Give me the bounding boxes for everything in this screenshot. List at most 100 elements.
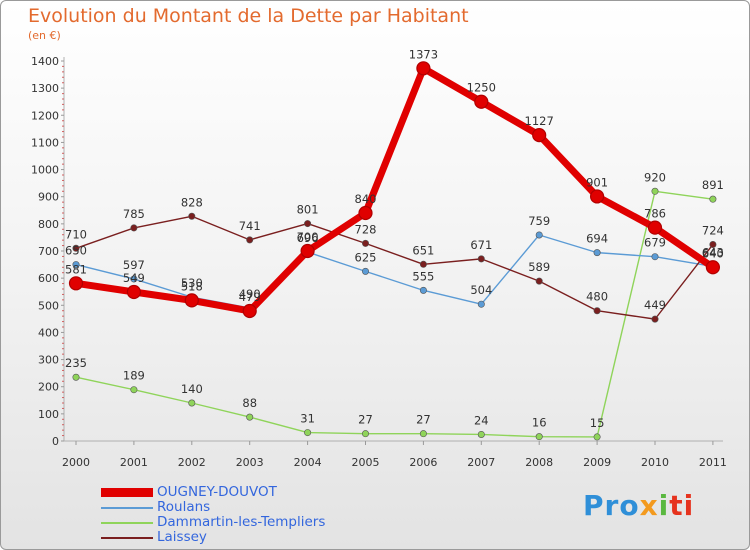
data-label: 651 (412, 243, 434, 257)
data-label: 671 (470, 238, 492, 252)
legend-label: Laissey (157, 529, 207, 545)
data-label: 88 (242, 396, 257, 410)
x-tick-label: 2000 (62, 456, 90, 469)
data-label: 27 (416, 413, 431, 427)
data-point (647, 220, 663, 235)
data-label: 449 (644, 298, 666, 312)
data-label: 490 (239, 287, 261, 301)
data-label: 530 (181, 276, 203, 290)
data-label: 1250 (467, 81, 496, 95)
x-tick-label: 2001 (120, 456, 148, 469)
data-label: 786 (644, 207, 666, 221)
x-tick-label: 2010 (641, 456, 669, 469)
data-point (651, 315, 659, 323)
data-label: 728 (355, 222, 377, 236)
data-label: 710 (65, 227, 87, 241)
data-point (361, 239, 369, 247)
chart-title: Evolution du Montant de la Dette par Hab… (28, 5, 469, 27)
data-label: 694 (586, 232, 608, 246)
data-point (304, 220, 312, 228)
data-point (72, 261, 80, 269)
data-point (188, 212, 196, 220)
data-label: 679 (644, 236, 666, 250)
data-point (532, 128, 547, 143)
x-tick-label: 2007 (467, 456, 495, 469)
data-point (72, 244, 80, 252)
data-label: 828 (181, 195, 203, 209)
data-point (705, 260, 721, 275)
data-label: 589 (528, 260, 550, 274)
legend-label: Dammartin-les-Templiers (157, 514, 326, 530)
data-point (651, 187, 659, 195)
data-point (126, 284, 141, 300)
data-label: 801 (297, 203, 319, 217)
data-label: 920 (644, 170, 666, 184)
y-tick-label: 700 (38, 245, 59, 258)
data-point (474, 94, 489, 109)
y-tick-label: 900 (38, 191, 59, 204)
logo-part: i (658, 489, 670, 522)
data-label: 27 (358, 413, 373, 427)
data-point (300, 243, 315, 259)
data-label: 549 (123, 271, 145, 285)
series-line-2 (75, 190, 714, 438)
data-label: 759 (528, 214, 550, 228)
legend-item-ougney-douvot: OUGNEY-DOUVOT (101, 485, 325, 500)
data-label: 785 (123, 207, 145, 221)
data-point (709, 195, 717, 203)
data-point (535, 433, 543, 441)
chart-subtitle: (en €) (28, 29, 61, 42)
data-point (72, 373, 80, 381)
data-label: 235 (65, 356, 87, 370)
data-point (593, 307, 601, 315)
legend-item-roulans: Roulans (101, 500, 325, 515)
data-label: 741 (239, 219, 261, 233)
data-label: 31 (300, 412, 315, 426)
data-label: 724 (702, 223, 724, 237)
data-point (651, 253, 659, 261)
series-line-1 (75, 234, 714, 309)
x-tick-label: 2004 (294, 456, 322, 469)
data-point (477, 430, 485, 438)
y-tick-label: 1300 (31, 82, 59, 95)
legend-item-dammartin-les-templiers: Dammartin-les-Templiers (101, 515, 325, 530)
legend-label: Roulans (157, 499, 211, 515)
data-point (593, 433, 601, 441)
data-label: 480 (586, 290, 608, 304)
y-tick-label: 400 (38, 326, 59, 339)
data-label: 700 (297, 230, 319, 244)
x-tick-label: 2006 (409, 456, 437, 469)
legend-label: OUGNEY-DOUVOT (157, 484, 277, 500)
data-point (419, 260, 427, 268)
data-point (361, 430, 369, 438)
data-label: 24 (474, 413, 489, 427)
data-label: 555 (412, 269, 434, 283)
data-label: 597 (123, 258, 145, 272)
data-label: 140 (181, 382, 203, 396)
data-point (184, 293, 199, 308)
data-point (246, 413, 254, 421)
logo-part: Pro (583, 489, 640, 522)
data-label: 840 (355, 192, 377, 206)
legend-swatch (101, 488, 153, 497)
logo-part: ti (669, 489, 695, 522)
y-tick-label: 800 (38, 218, 59, 231)
data-label: 1127 (525, 114, 554, 128)
data-label: 640 (702, 246, 724, 260)
data-label: 891 (702, 178, 724, 192)
y-tick-label: 600 (38, 272, 59, 285)
data-label: 16 (532, 416, 547, 430)
y-tick-label: 1100 (31, 136, 59, 149)
data-label: 696 (297, 231, 319, 245)
data-label: 901 (586, 175, 608, 189)
y-tick-label: 100 (38, 408, 59, 421)
legend-swatch (101, 521, 153, 524)
data-point (593, 249, 601, 257)
data-point (130, 224, 138, 232)
data-point (419, 430, 427, 438)
data-label: 650 (65, 244, 87, 258)
data-point (416, 61, 431, 76)
data-label: 1373 (409, 47, 438, 61)
